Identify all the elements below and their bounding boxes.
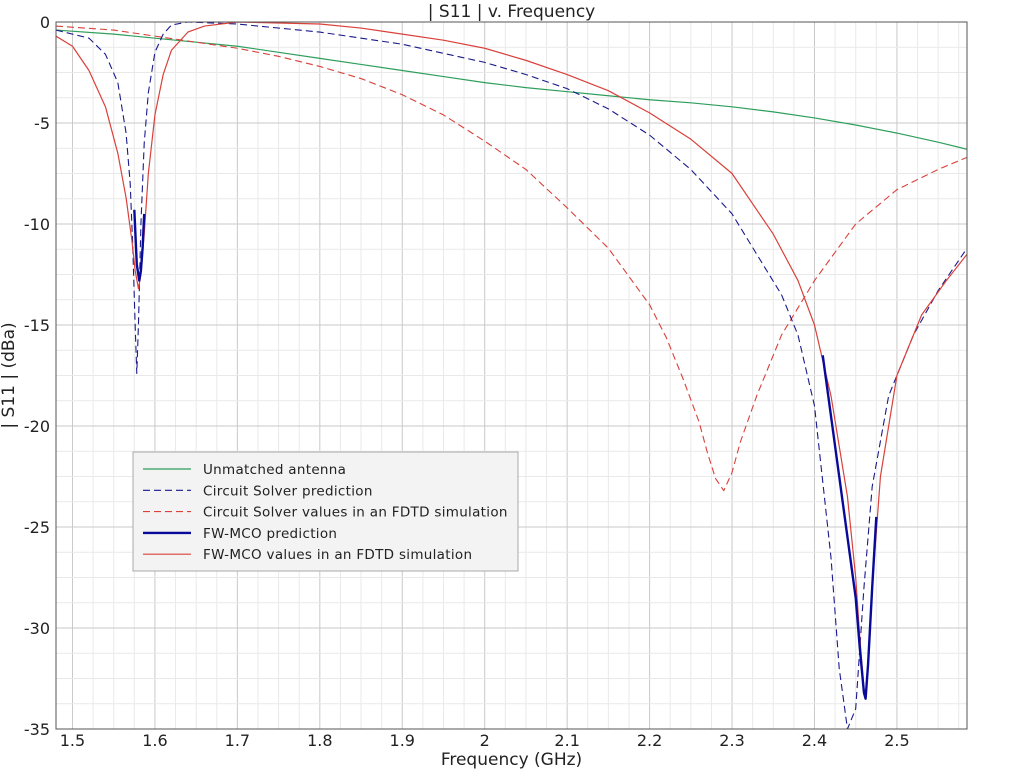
chart-legend: Unmatched antenna Circuit Solver predicti… bbox=[132, 451, 519, 572]
y-tick-label: -25 bbox=[24, 518, 50, 537]
series-line bbox=[133, 209, 146, 282]
x-tick-label: 2.4 bbox=[802, 731, 827, 750]
x-tick-label: 1.6 bbox=[142, 731, 167, 750]
x-tick-label: 1.7 bbox=[225, 731, 250, 750]
series-layer bbox=[56, 22, 967, 729]
x-tick-label: 2.3 bbox=[719, 731, 744, 750]
series-line bbox=[56, 22, 967, 700]
chart-title: | S11 | v. Frequency bbox=[428, 2, 595, 22]
x-tick-label: 2.5 bbox=[884, 731, 909, 750]
legend-label: Circuit Solver prediction bbox=[203, 483, 373, 499]
y-tick-label: -15 bbox=[24, 316, 50, 335]
x-tick-label: 2.2 bbox=[637, 731, 662, 750]
y-tick-label: -10 bbox=[24, 215, 50, 234]
x-tick-label: 2.1 bbox=[554, 731, 579, 750]
legend-box bbox=[132, 451, 519, 572]
legend-label: FW-MCO prediction bbox=[203, 526, 337, 542]
series-line bbox=[56, 25, 967, 492]
legend-label: Circuit Solver values in an FDTD simulat… bbox=[203, 505, 508, 521]
legend-label: FW-MCO values in an FDTD simulation bbox=[203, 547, 472, 563]
x-tick-label: 2 bbox=[480, 731, 490, 750]
x-tick-label: 1.5 bbox=[60, 731, 85, 750]
y-tick-label: -5 bbox=[34, 114, 50, 133]
y-tick-label: 0 bbox=[40, 13, 50, 32]
y-axis-title: | S11 | (dBa) bbox=[0, 322, 19, 428]
y-tick-label: -20 bbox=[24, 417, 50, 436]
y-axis-ticks: 0 -5 -10 -15 -20 -25 -30 -35 bbox=[24, 13, 50, 739]
plot-frame bbox=[55, 21, 968, 730]
y-tick-label: -35 bbox=[24, 720, 50, 739]
x-tick-label: 1.8 bbox=[307, 731, 332, 750]
series-line bbox=[821, 355, 878, 700]
series-line bbox=[56, 22, 967, 729]
y-tick-label: -30 bbox=[24, 619, 50, 638]
x-axis-title: Frequency (GHz) bbox=[441, 750, 582, 770]
x-tick-label: 1.9 bbox=[390, 731, 415, 750]
legend-label: Unmatched antenna bbox=[203, 462, 346, 478]
series-line bbox=[56, 29, 967, 150]
x-axis-ticks: 1.5 1.6 1.7 1.8 1.9 2 2.1 2.2 2.3 2.4 2.5 bbox=[60, 731, 910, 750]
chart-grid bbox=[56, 21, 967, 730]
